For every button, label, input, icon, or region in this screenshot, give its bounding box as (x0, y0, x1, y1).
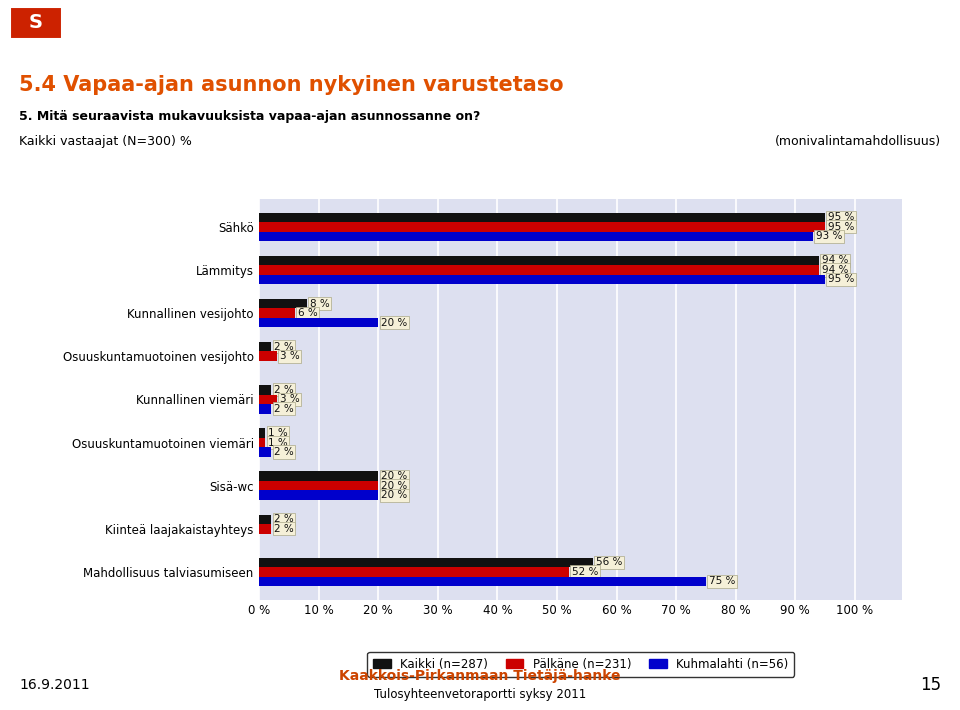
Bar (259, 515, 271, 524)
Text: 95 %: 95 % (828, 275, 854, 285)
Bar (259, 404, 271, 414)
Text: 95 %: 95 % (828, 222, 854, 232)
Bar (259, 342, 271, 351)
Text: 20 %: 20 % (381, 471, 408, 481)
Text: 94 %: 94 % (822, 256, 849, 266)
Text: 3 %: 3 % (280, 351, 300, 361)
FancyBboxPatch shape (10, 7, 62, 39)
Bar (259, 447, 271, 457)
Text: 16.9.2011: 16.9.2011 (19, 678, 90, 692)
Text: 2 %: 2 % (275, 447, 294, 457)
Bar (259, 318, 378, 327)
Text: 20 %: 20 % (381, 481, 408, 491)
Text: 20 %: 20 % (381, 490, 408, 500)
Text: 52 %: 52 % (572, 567, 598, 577)
Bar (259, 471, 378, 481)
Bar (259, 351, 277, 361)
Text: 5. Mitä seuraavista mukavuuksista vapaa-ajan asunnossanne on?: 5. Mitä seuraavista mukavuuksista vapaa-… (19, 110, 481, 123)
Text: 2 %: 2 % (275, 524, 294, 534)
Text: Suomen Kyselytutkimus Oy: Suomen Kyselytutkimus Oy (342, 13, 618, 31)
Bar (259, 491, 378, 500)
Text: 2 %: 2 % (275, 342, 294, 351)
Bar (259, 275, 825, 284)
Bar (259, 256, 819, 266)
Text: 20 %: 20 % (381, 317, 408, 327)
Bar (259, 438, 265, 447)
Text: (monivalintamahdollisuus): (monivalintamahdollisuus) (775, 135, 941, 148)
Bar (259, 266, 819, 275)
Text: 5.4 Vapaa-ajan asunnon nykyinen varustetaso: 5.4 Vapaa-ajan asunnon nykyinen varustet… (19, 75, 564, 94)
Text: 95 %: 95 % (828, 212, 854, 222)
Text: 75 %: 75 % (708, 577, 735, 586)
Text: Tulosyhteenvetoraportti syksy 2011: Tulosyhteenvetoraportti syksy 2011 (373, 688, 587, 701)
Bar (259, 524, 271, 533)
Text: 3 %: 3 % (280, 394, 300, 405)
Bar (259, 299, 307, 308)
Text: Kaakkois-Pirkanmaan Tietäjä-hanke: Kaakkois-Pirkanmaan Tietäjä-hanke (339, 669, 621, 683)
Bar (259, 395, 277, 404)
Text: 6 %: 6 % (298, 308, 318, 318)
Text: 56 %: 56 % (596, 557, 622, 567)
Bar (259, 222, 825, 231)
Bar (259, 567, 569, 577)
Text: 8 %: 8 % (310, 299, 329, 309)
Text: 1 %: 1 % (268, 428, 288, 438)
Text: S: S (29, 13, 42, 32)
Legend: Kaikki (n=287), Pälkäne (n=231), Kuhmalahti (n=56): Kaikki (n=287), Pälkäne (n=231), Kuhmala… (367, 652, 795, 677)
Bar (259, 212, 825, 222)
Bar (259, 577, 706, 586)
Text: 2 %: 2 % (275, 385, 294, 395)
Text: 1 %: 1 % (268, 437, 288, 447)
Bar (259, 385, 271, 395)
Bar (259, 481, 378, 491)
Text: 2 %: 2 % (275, 404, 294, 414)
Bar (259, 428, 265, 438)
Bar (259, 308, 295, 318)
Bar (259, 231, 813, 241)
Text: 15: 15 (920, 676, 941, 694)
Text: 93 %: 93 % (816, 231, 843, 241)
Text: 2 %: 2 % (275, 514, 294, 524)
Text: 94 %: 94 % (822, 265, 849, 275)
Bar (259, 557, 592, 567)
Text: Kaikki vastaajat (N=300) %: Kaikki vastaajat (N=300) % (19, 135, 192, 148)
